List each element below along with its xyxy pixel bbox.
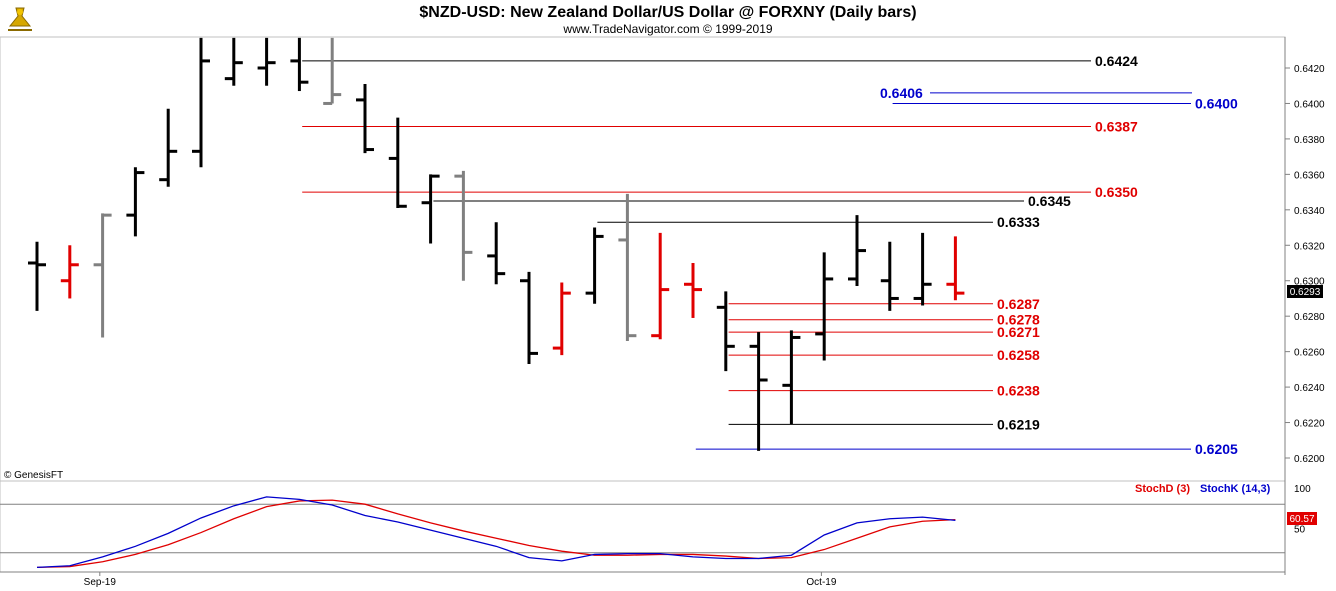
price-axis: 0.6420 0.6400 0.6380 0.6360 0.6340 0.6320 0.63… — [1285, 64, 1325, 465]
level-label: 0.6350 — [1095, 184, 1138, 200]
level-label: 0.6400 — [1195, 95, 1238, 111]
stoch-reference-lines — [0, 503, 1285, 554]
last-price-label: 0.6293 — [1290, 287, 1321, 298]
stoch-tick-label: 100 — [1294, 484, 1311, 495]
stoch-line — [36, 496, 956, 569]
legend-stochk: StochK (14,3) — [1200, 483, 1271, 495]
price-tick-label: 0.6380 — [1294, 135, 1325, 146]
level-label: 0.6424 — [1095, 53, 1138, 69]
level-label: 0.6219 — [997, 416, 1040, 432]
price-tick-label: 0.6400 — [1294, 99, 1325, 110]
x-tick-label: Oct-19 — [806, 577, 836, 588]
stoch-last-marker: 60.57 — [1287, 512, 1317, 525]
level-label: 0.6205 — [1195, 441, 1238, 457]
stoch-panel — [0, 480, 1286, 573]
x-tick-label: Sep-19 — [84, 577, 117, 588]
price-tick-label: 0.6280 — [1294, 312, 1325, 323]
price-tick-label: 0.6340 — [1294, 206, 1325, 217]
legend-stochd: StochD (3) — [1135, 483, 1190, 495]
price-tick-label: 0.6360 — [1294, 170, 1325, 181]
stoch-line — [36, 499, 956, 569]
price-tick-label: 0.6200 — [1294, 454, 1325, 465]
level-label: 0.6387 — [1095, 119, 1138, 135]
level-label: 0.6238 — [997, 383, 1040, 399]
level-label: 0.6287 — [997, 296, 1040, 312]
stoch-series — [36, 496, 956, 569]
level-label: 0.6345 — [1028, 193, 1071, 209]
price-tick-label: 0.6260 — [1294, 348, 1325, 359]
stoch-tick-label: 50 — [1294, 525, 1306, 536]
chart-subtitle: www.TradeNavigator.com © 1999-2019 — [562, 22, 772, 36]
level-label: 0.6271 — [997, 324, 1040, 340]
level-label: 0.6258 — [997, 347, 1040, 363]
price-tick-label: 0.6220 — [1294, 419, 1325, 430]
last-price-marker: 0.6293 — [1287, 285, 1323, 298]
price-tick-label: 0.6240 — [1294, 383, 1325, 394]
stoch-axis: 100 50 — [1294, 484, 1311, 536]
ohlc-bars — [28, 37, 965, 451]
price-levels: 0.6424 0.6406 0.6400 0.6387 0.6350 0.6345 0.63… — [302, 53, 1238, 457]
price-tick-label: 0.6300 — [1294, 277, 1325, 288]
x-axis: Sep-19 Oct-19 — [84, 572, 837, 588]
chart-title: $NZD-USD: New Zealand Dollar/US Dollar @… — [419, 4, 916, 21]
level-label: 0.6406 — [880, 85, 923, 101]
level-label: 0.6333 — [997, 214, 1040, 230]
price-tick-label: 0.6420 — [1294, 64, 1325, 75]
price-panel — [0, 36, 1286, 482]
stoch-last-label: 60.57 — [1289, 514, 1314, 525]
trade-navigator-logo-icon — [8, 7, 32, 31]
price-tick-label: 0.6320 — [1294, 241, 1325, 252]
copyright-label: © GenesisFT — [4, 470, 63, 481]
level-label: 0.6278 — [997, 312, 1040, 328]
